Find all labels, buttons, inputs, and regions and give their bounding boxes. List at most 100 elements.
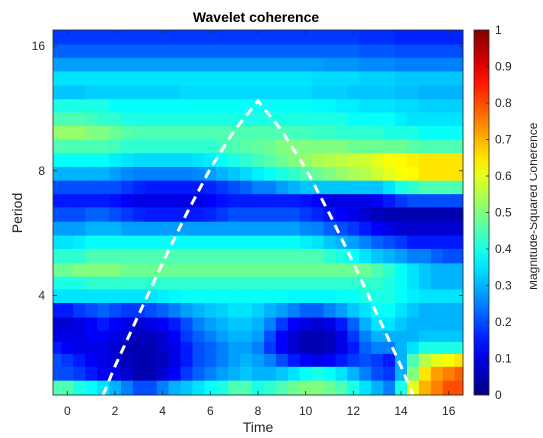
heatmap-cell	[204, 112, 217, 126]
heatmap-cell	[287, 366, 301, 381]
heatmap-cell	[287, 206, 301, 222]
heatmap-cell	[120, 84, 134, 100]
heatmap-cell	[156, 288, 170, 303]
heatmap-cell	[156, 180, 170, 195]
heatmap-cell	[430, 206, 444, 222]
heatmap-cell	[73, 193, 86, 208]
heatmap-cell	[109, 330, 122, 342]
heatmap-cell	[418, 317, 432, 331]
heatmap-cell	[97, 221, 110, 236]
heatmap-cell	[61, 193, 74, 208]
heatmap-cell	[371, 235, 384, 249]
heatmap-cell	[323, 180, 336, 195]
heatmap-cell	[204, 353, 217, 367]
heatmap-cell	[97, 248, 110, 264]
x-tick-label: 16	[442, 404, 456, 418]
heatmap-cell	[430, 30, 444, 45]
heatmap-cell	[311, 152, 325, 167]
heatmap-cell	[156, 302, 170, 318]
heatmap-cell	[359, 84, 372, 100]
heatmap-cell	[335, 152, 348, 167]
heatmap-cell	[323, 330, 336, 342]
heatmap-cell	[204, 44, 217, 58]
heatmap-cell	[418, 221, 432, 236]
heatmap-cell	[53, 193, 62, 208]
heatmap-cell	[132, 84, 146, 100]
heatmap-cell	[228, 341, 241, 354]
heatmap-cell	[228, 70, 241, 86]
heatmap-cell	[263, 57, 277, 72]
heatmap-cell	[120, 139, 134, 154]
heatmap-cell	[263, 166, 277, 181]
heatmap-cell	[263, 125, 277, 140]
heatmap-cell	[406, 235, 420, 249]
heatmap-cell	[359, 317, 372, 331]
heatmap-cell	[120, 366, 134, 381]
heatmap-cell	[252, 302, 265, 318]
heatmap-cell	[109, 276, 122, 290]
heatmap-cell	[120, 180, 134, 195]
heatmap-cell	[430, 152, 444, 167]
heatmap-cell	[454, 353, 464, 367]
heatmap-cell	[442, 380, 456, 396]
heatmap-cell	[192, 221, 205, 236]
heatmap-cell	[252, 44, 265, 58]
heatmap-cell	[311, 366, 325, 381]
heatmap-cell	[120, 221, 134, 236]
heatmap-cell	[85, 70, 98, 86]
heatmap-cell	[287, 30, 301, 45]
heatmap-cell	[371, 112, 384, 126]
heatmap-cell	[442, 44, 456, 58]
heatmap-cell	[240, 84, 253, 100]
heatmap-cell	[132, 330, 146, 342]
heatmap-cell	[418, 262, 432, 277]
x-axis-label: Time	[243, 419, 274, 435]
heatmap-cell	[109, 44, 122, 58]
heatmap-cell	[144, 98, 158, 113]
heatmap-cell	[168, 235, 182, 249]
heatmap-cell	[252, 276, 265, 290]
heatmap-cell	[144, 302, 158, 318]
heatmap-cell	[180, 262, 193, 277]
heatmap-cell	[85, 166, 98, 181]
heatmap-cell	[192, 380, 205, 396]
heatmap-cell	[335, 139, 348, 154]
heatmap-cell	[192, 98, 205, 113]
heatmap-cell	[430, 98, 444, 113]
heatmap-cell	[418, 330, 432, 342]
heatmap-cell	[371, 57, 384, 72]
heatmap-cell	[263, 84, 277, 100]
x-tick-label: 10	[299, 404, 313, 418]
heatmap-cell	[144, 152, 158, 167]
heatmap-cell	[252, 330, 265, 342]
heatmap-cell	[97, 98, 110, 113]
heatmap-cell	[263, 288, 277, 303]
heatmap-cell	[180, 221, 193, 236]
heatmap-cell	[299, 44, 313, 58]
heatmap-cell	[168, 221, 182, 236]
heatmap-cell	[109, 317, 122, 331]
heatmap-cell	[192, 125, 205, 140]
heatmap-cell	[132, 180, 146, 195]
heatmap-cell	[275, 57, 289, 72]
heatmap-cell	[228, 235, 241, 249]
heatmap-cell	[53, 166, 62, 181]
heatmap-cell	[53, 288, 62, 303]
heatmap-cell	[454, 380, 464, 396]
heatmap-cell	[395, 70, 408, 86]
heatmap-cell	[299, 330, 313, 342]
heatmap-cell	[299, 366, 313, 381]
heatmap-cell	[120, 206, 134, 222]
heatmap-cell	[204, 341, 217, 354]
heatmap-cell	[406, 70, 420, 86]
heatmap-cell	[263, 235, 277, 249]
heatmap-cell	[144, 112, 158, 126]
heatmap-cell	[240, 276, 253, 290]
heatmap-cell	[311, 302, 325, 318]
heatmap-cell	[371, 166, 384, 181]
heatmap-cell	[275, 380, 289, 396]
heatmap-cell	[454, 152, 464, 167]
heatmap-cell	[383, 152, 396, 167]
heatmap-cell	[156, 206, 170, 222]
x-tick-label: 14	[394, 404, 408, 418]
